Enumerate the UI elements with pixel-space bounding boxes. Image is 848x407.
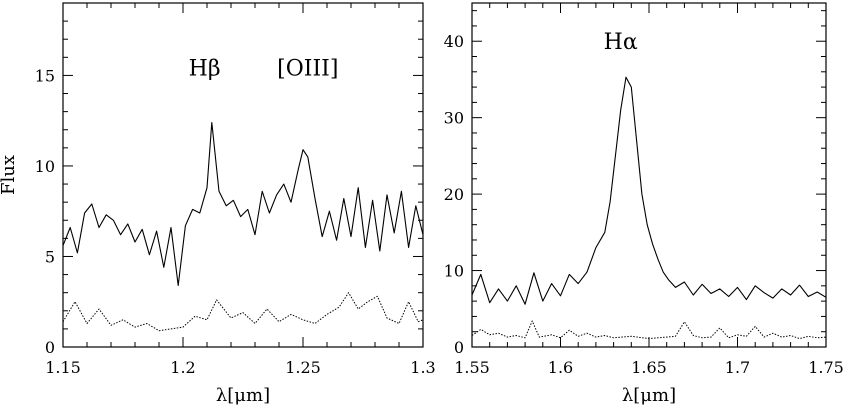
- line-annotation: Hα: [604, 30, 638, 55]
- plot-frame: [62, 2, 424, 348]
- x-axis-label: λ[μm]: [216, 385, 270, 406]
- error-spectrum-line: [62, 292, 424, 332]
- line-annotation: [OIII]: [277, 56, 338, 81]
- x-tick-label: 1.3: [410, 358, 435, 377]
- line-annotation: Hβ: [189, 56, 221, 81]
- y-tick-label: 30: [444, 109, 464, 128]
- y-axis-label: Flux: [0, 155, 19, 195]
- x-tick-label: 1.55: [454, 358, 490, 377]
- y-tick-label: 10: [35, 157, 55, 176]
- y-tick-label: 0: [454, 338, 464, 357]
- flux-spectrum-line: [471, 76, 827, 305]
- x-tick-label: 1.6: [548, 358, 573, 377]
- right-panel-halpha: 1.55 1.6 1.65 1.7 1.75 0 10 20 30 40 λ[μm] Hα: [444, 2, 844, 406]
- y-tick-label: 40: [444, 32, 464, 51]
- y-tick-label: 20: [444, 185, 464, 204]
- y-tick-label: 15: [35, 66, 55, 85]
- y-tick-label: 0: [45, 338, 55, 357]
- x-tick-label: 1.25: [285, 358, 321, 377]
- x-tick-label: 1.15: [45, 358, 81, 377]
- x-tick-label: 1.75: [808, 358, 844, 377]
- x-axis-label: λ[μm]: [622, 385, 676, 406]
- plot-frame: [471, 2, 827, 348]
- left-panel-beta-oiii: 1.15 1.2 1.25 1.3 0 5 10 15 λ[μm] Flux Hβ [OIII]: [0, 2, 436, 406]
- x-tick-label: 1.65: [631, 358, 667, 377]
- y-tick-label: 10: [444, 262, 464, 281]
- flux-spectrum-line: [62, 121, 424, 286]
- x-tick-label: 1.7: [725, 358, 750, 377]
- x-tick-label: 1.2: [170, 358, 195, 377]
- error-spectrum-line: [471, 320, 827, 340]
- y-tick-label: 5: [45, 247, 55, 266]
